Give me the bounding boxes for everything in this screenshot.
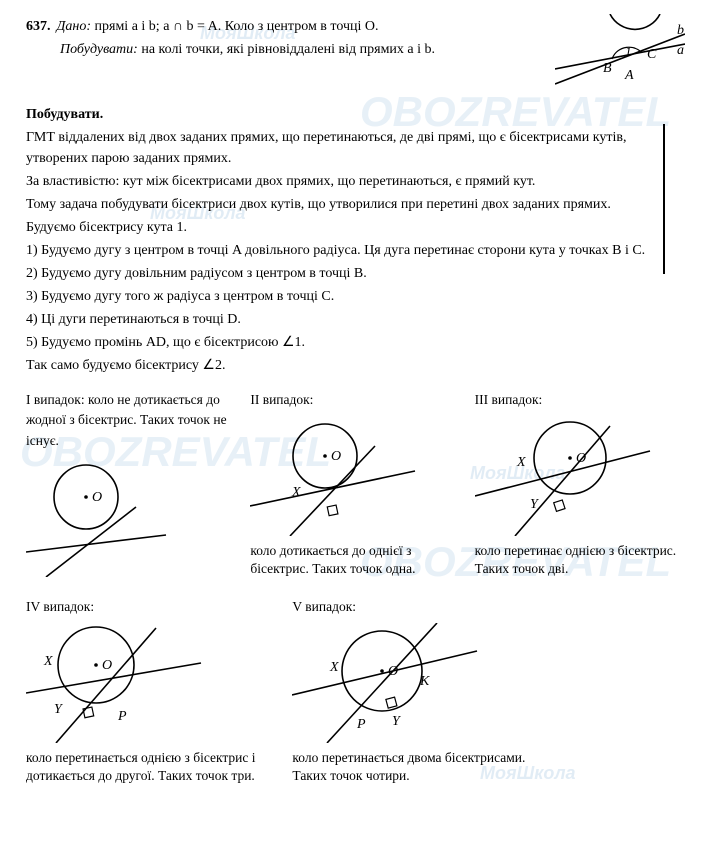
case3-text: коло перетинає однією з бісектрис. Таких… xyxy=(475,542,685,578)
case1-diagram: O xyxy=(26,457,236,577)
case4-diagram: O X Y P xyxy=(26,623,278,743)
body-p2: За властивістю: кут між бісектрисами дво… xyxy=(26,171,685,192)
cases-row-1: І випадок: коло не дотикається до жодної… xyxy=(26,388,685,583)
case-5: V випадок: O X P Y K коло перетинається … xyxy=(292,595,544,788)
label-A: A xyxy=(624,68,634,83)
case2-title: ІІ випадок: xyxy=(250,390,460,410)
given-label: Дано: xyxy=(57,19,92,34)
svg-text:O: O xyxy=(102,658,112,673)
problem-number: 637. xyxy=(26,16,51,37)
step-2: 2) Будуємо дугу довільним радіусом з цен… xyxy=(26,263,685,284)
svg-text:P: P xyxy=(117,709,127,724)
body-p3: Тому задача побудувати бісектриси двох к… xyxy=(26,194,685,215)
step-4: 4) Ці дуги перетинаються в точці D. xyxy=(26,309,685,330)
svg-text:K: K xyxy=(419,674,430,689)
body-p4: Будуємо бісектрису кута 1. xyxy=(26,217,685,238)
svg-text:Y: Y xyxy=(392,714,402,729)
label-C: C xyxy=(647,47,657,62)
svg-text:O: O xyxy=(331,449,341,464)
case5-text: коло перетинається двома бісектрисами. Т… xyxy=(292,749,544,785)
step-5: 5) Будуємо промінь AD, що є бісектрисою … xyxy=(26,332,685,353)
case1-title: І випадок: коло не дотикається до жодної… xyxy=(26,390,236,451)
svg-text:O: O xyxy=(92,490,102,505)
case-3: ІІІ випадок: O X Y коло перетинає однією… xyxy=(475,388,685,583)
svg-text:Y: Y xyxy=(54,702,64,717)
case-2: ІІ випадок: O X коло дотикається до одні… xyxy=(250,388,460,583)
label-b: b xyxy=(677,23,684,38)
vertical-rule xyxy=(663,124,665,274)
body-p1: ГМТ віддалених від двох заданих прямих, … xyxy=(26,127,685,169)
step-list: 1) Будуємо дугу з центром в точці A дові… xyxy=(26,240,685,353)
label-a: a xyxy=(677,43,684,58)
case-spacer xyxy=(559,595,685,788)
case5-diagram: O X P Y K xyxy=(292,623,544,743)
problem-text-block: 637. Дано: прямі a і b; a ∩ b = A. Коло … xyxy=(26,14,539,94)
case-4: IV випадок: O X Y P коло перетинається о… xyxy=(26,595,278,788)
cases-row-2: IV випадок: O X Y P коло перетинається о… xyxy=(26,595,685,788)
svg-text:X: X xyxy=(329,660,339,675)
svg-text:X: X xyxy=(291,485,301,500)
step-3: 3) Будуємо дугу того ж радіуса з центром… xyxy=(26,286,685,307)
body-p5: Так само будуємо бісектрису ∠2. xyxy=(26,355,685,376)
label-B: B xyxy=(603,61,612,76)
main-diagram: b a B C A 1 xyxy=(555,14,685,94)
problem-header: 637. Дано: прямі a і b; a ∩ b = A. Коло … xyxy=(26,14,685,94)
case3-diagram: O X Y xyxy=(475,416,685,536)
case2-text: коло дотикається до однієї з бісектрис. … xyxy=(250,542,460,578)
case4-text: коло перетинається однією з бісектрис і … xyxy=(26,749,278,785)
label-1: 1 xyxy=(625,44,632,59)
svg-text:P: P xyxy=(356,717,366,732)
case4-title: IV випадок: xyxy=(26,597,278,617)
svg-text:X: X xyxy=(516,455,526,470)
build-text: на колі точки, які рівновіддалені від пр… xyxy=(141,42,435,57)
case2-diagram: O X xyxy=(250,416,460,536)
page-content: 637. Дано: прямі a і b; a ∩ b = A. Коло … xyxy=(26,14,685,787)
case5-title: V випадок: xyxy=(292,597,544,617)
build-label: Побудувати: xyxy=(60,42,138,57)
given-text: прямі a і b; a ∩ b = A. Коло з центром в… xyxy=(95,19,379,34)
case-1: І випадок: коло не дотикається до жодної… xyxy=(26,388,236,583)
section-title: Побудувати. xyxy=(26,104,685,125)
svg-text:X: X xyxy=(43,654,53,669)
step-1: 1) Будуємо дугу з центром в точці A дові… xyxy=(26,240,685,261)
case3-title: ІІІ випадок: xyxy=(475,390,685,410)
